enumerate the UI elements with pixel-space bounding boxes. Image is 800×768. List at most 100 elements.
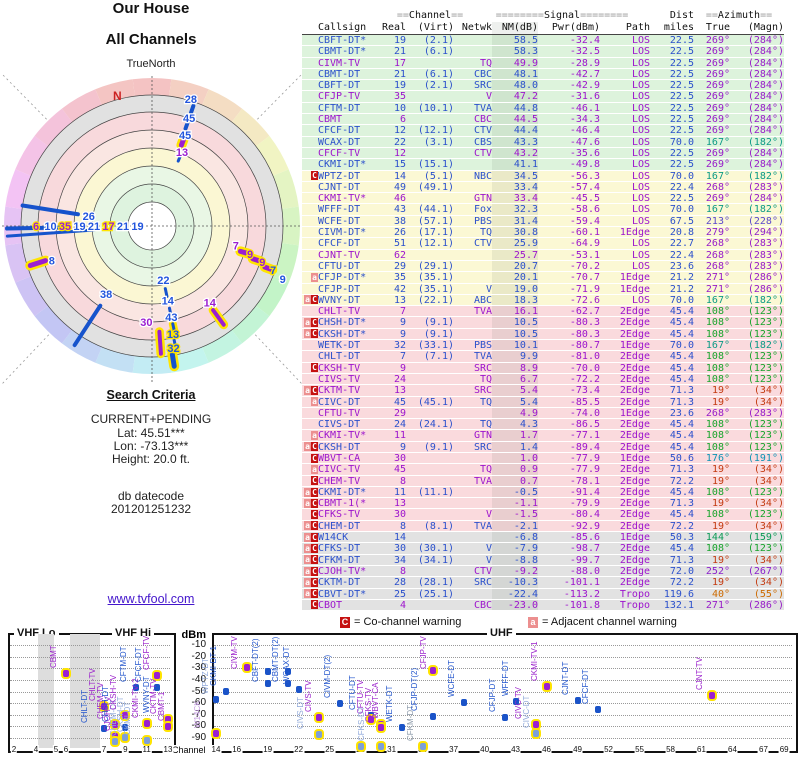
station-bar bbox=[378, 743, 385, 750]
table-row: WCFE-DT 38 (57.1) PBS 31.4 -59.4 LOS 67.5 213° (2… bbox=[302, 215, 784, 228]
cell-pa: 1Edge bbox=[619, 532, 650, 544]
co-channel-flag: C bbox=[311, 295, 318, 305]
cell-re: 9 bbox=[399, 328, 406, 340]
cell-re: 12 bbox=[393, 125, 406, 137]
cell-tr: 213° bbox=[705, 215, 730, 227]
adjacent-channel-flag: a bbox=[304, 498, 311, 508]
cell-cs: WVNY-DT bbox=[318, 294, 361, 306]
north-label: N bbox=[113, 89, 122, 103]
tvfool-link[interactable]: www.tvfool.com bbox=[107, 592, 195, 606]
adjacent-channel-flag: a bbox=[304, 295, 311, 305]
gridline bbox=[214, 738, 792, 739]
cell-pw: -72.6 bbox=[569, 294, 600, 306]
table-row: a C CFKM-DT 34 (34.1) V -8.8 -99.7 2Edge 71.3 19° (… bbox=[302, 554, 784, 566]
cell-mi: 132.1 bbox=[663, 599, 694, 611]
cell-mg: (182°) bbox=[747, 170, 784, 182]
cell-nm: 5.4 bbox=[492, 396, 538, 408]
cell-pw: -62.7 bbox=[569, 306, 600, 318]
cell-mg: (284°) bbox=[747, 114, 784, 126]
cell-nm: 20.7 bbox=[492, 260, 538, 272]
cell-pa: LOS bbox=[631, 181, 650, 193]
cell-nm: -6.8 bbox=[492, 532, 538, 543]
station-bar bbox=[708, 692, 715, 700]
cell-mi: 22.5 bbox=[669, 125, 694, 137]
cell-mi: 22.4 bbox=[669, 181, 694, 193]
cell-nm: 8.9 bbox=[492, 362, 538, 374]
cell-pw: -57.4 bbox=[569, 181, 600, 193]
station-label: CKMI-TV-2 bbox=[130, 678, 140, 718]
cell-re: 6 bbox=[399, 114, 406, 126]
radar-rim-segment bbox=[95, 346, 135, 373]
cell-pw: -58.6 bbox=[569, 204, 600, 216]
cell-mg: (182°) bbox=[747, 204, 784, 216]
channel-axis-label: Channel bbox=[172, 745, 206, 755]
warning-flags bbox=[302, 91, 318, 101]
cell-vi: (9.1) bbox=[423, 317, 454, 329]
radar-marker bbox=[27, 258, 48, 269]
warning-flags bbox=[302, 419, 318, 429]
cell-re: 32 bbox=[393, 340, 406, 352]
co-channel-flag: C bbox=[311, 566, 318, 576]
cell-nm: 48.0 bbox=[492, 80, 538, 91]
cell-pw: -79.9 bbox=[569, 498, 600, 510]
station-bar bbox=[316, 714, 323, 722]
cell-mg: (34°) bbox=[753, 475, 784, 487]
cell-tr: 269° bbox=[705, 35, 730, 46]
station-bar bbox=[213, 729, 219, 737]
radar-channel-label: 30 bbox=[140, 317, 152, 329]
cell-ne: TQ bbox=[479, 57, 492, 69]
cell-nm: 1.7 bbox=[492, 430, 538, 441]
cell-mi: 70.0 bbox=[669, 204, 694, 216]
warning-flags bbox=[302, 340, 318, 350]
warning-flags: C bbox=[302, 453, 318, 463]
station-bar bbox=[429, 667, 436, 675]
cell-mi: 70.0 bbox=[669, 170, 694, 182]
cell-mg: (286°) bbox=[747, 283, 784, 295]
station-bar bbox=[295, 685, 302, 693]
cell-re: 51 bbox=[393, 238, 406, 250]
channel-tick-label: 7 bbox=[100, 745, 108, 754]
cell-ne: GTN bbox=[473, 430, 492, 442]
table-row: CHLT-TV 7 TVA 16.1 -62.7 2Edge 45.4 108° (123°) bbox=[302, 306, 784, 318]
cell-mg: (159°) bbox=[747, 532, 784, 544]
cell-cs: CKTM-DT bbox=[318, 577, 361, 589]
cell-ne: SRC bbox=[473, 385, 492, 397]
cell-vi bbox=[406, 509, 454, 519]
station-label: CHSH-DT bbox=[101, 685, 111, 722]
cell-tr: 271° bbox=[705, 283, 730, 295]
station-bar bbox=[367, 716, 374, 724]
station-bar bbox=[336, 700, 343, 708]
cell-re: 13 bbox=[393, 294, 406, 306]
station-label: CIVS-TV bbox=[304, 680, 314, 713]
dbm-tick-label: -60 bbox=[191, 697, 206, 709]
cell-vi: (49.1) bbox=[417, 181, 454, 193]
cell-mg: (182°) bbox=[747, 340, 784, 352]
station-label: CKMI-DT bbox=[122, 701, 132, 735]
radar-axis-channel-label: 10 bbox=[44, 221, 56, 233]
cell-pa: 2Edge bbox=[619, 328, 650, 340]
cell-ne: Fox bbox=[473, 204, 492, 216]
co-channel-flag: C bbox=[311, 318, 318, 328]
channel-tick-label: 22 bbox=[293, 745, 305, 754]
station-bar bbox=[285, 668, 292, 676]
cell-pw: -59.4 bbox=[569, 215, 600, 227]
station-label: CIVC-DT bbox=[522, 695, 532, 728]
cell-re: 9 bbox=[399, 317, 406, 329]
cell-mg: (34°) bbox=[753, 396, 784, 408]
station-bar bbox=[285, 680, 292, 687]
cell-mg: (182°) bbox=[747, 136, 784, 148]
table-row: a C CKTM-DT 28 (28.1) SRC -10.3 -101.1 2Edge 72.2… bbox=[302, 577, 784, 589]
cell-mg: (34°) bbox=[753, 554, 784, 566]
radar-rim-segment bbox=[272, 243, 299, 283]
radar-axis-channel-label: 6 bbox=[33, 221, 39, 233]
cell-vi: (44.1) bbox=[417, 204, 454, 216]
cell-cs: CKMI-DT* bbox=[318, 486, 367, 498]
adjacent-channel-text: = Adjacent channel warning bbox=[542, 616, 677, 628]
table-row: WETK-DT 32 (33.1) PBS 10.1 -80.7 1Edge 70.0 167°… bbox=[302, 340, 784, 352]
cell-pw: -113.2 bbox=[563, 588, 600, 600]
cell-nm: 1.0 bbox=[492, 452, 538, 464]
cell-cs: CIVS-TV bbox=[318, 373, 361, 385]
cell-tr: 269° bbox=[705, 46, 730, 58]
